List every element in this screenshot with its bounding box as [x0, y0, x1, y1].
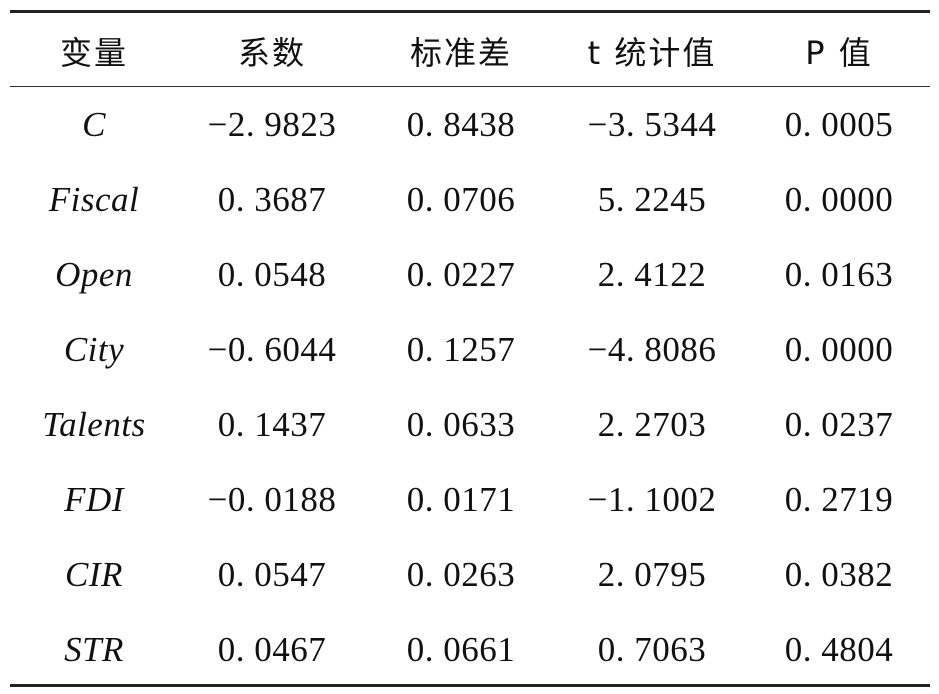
coefficient-cell: 0. 3687: [217, 179, 327, 219]
t-stat-cell: −3. 5344: [587, 104, 717, 144]
coefficient-cell: −0. 0188: [207, 479, 337, 519]
coefficient-cell: −2. 9823: [207, 104, 337, 144]
table-row: C −2. 9823 0. 8438 −3. 5344 0. 0005: [10, 87, 930, 162]
header-variable: 变量: [59, 33, 128, 72]
table-row: STR 0. 0467 0. 0661 0. 7063 0. 4804: [10, 612, 930, 687]
table-row: Fiscal 0. 3687 0. 0706 5. 2245 0. 0000: [10, 162, 930, 237]
variable-cell: Open: [55, 254, 133, 294]
p-value-cell: 0. 0382: [784, 554, 894, 594]
variable-cell: CIR: [65, 554, 123, 594]
p-value-cell: 0. 2719: [784, 479, 894, 519]
p-value-cell: 0. 4804: [784, 629, 894, 669]
t-stat-cell: −4. 8086: [587, 329, 717, 369]
p-value-cell: 0. 0005: [784, 104, 894, 144]
table-row: FDI −0. 0188 0. 0171 −1. 1002 0. 2719: [10, 462, 930, 537]
variable-cell: FDI: [64, 479, 124, 519]
header-p-value: P 值: [805, 33, 873, 72]
std-error-cell: 0. 0263: [406, 554, 516, 594]
coefficient-cell: 0. 0547: [217, 554, 327, 594]
table-row: Open 0. 0548 0. 0227 2. 4122 0. 0163: [10, 237, 930, 312]
table-bottom-rule: [10, 684, 930, 687]
coefficient-cell: 0. 0467: [217, 629, 327, 669]
variable-cell: City: [63, 329, 125, 369]
std-error-cell: 0. 0633: [406, 404, 516, 444]
table-header-rule: [10, 86, 930, 87]
std-error-cell: 0. 0227: [406, 254, 516, 294]
p-value-cell: 0. 0237: [784, 404, 894, 444]
variable-cell: STR: [64, 629, 124, 669]
t-stat-cell: 2. 4122: [597, 254, 707, 294]
variable-cell: C: [82, 104, 106, 144]
coefficient-cell: −0. 6044: [207, 329, 337, 369]
table-row: CIR 0. 0547 0. 0263 2. 0795 0. 0382: [10, 537, 930, 612]
table-header-row: 变量 系数 标准差 t 统计值 P 值: [10, 13, 930, 88]
t-stat-cell: −1. 1002: [587, 479, 717, 519]
table-row: Talents 0. 1437 0. 0633 2. 2703 0. 0237: [10, 387, 930, 462]
variable-cell: Talents: [42, 404, 146, 444]
std-error-cell: 0. 0706: [406, 179, 516, 219]
std-error-cell: 0. 1257: [406, 329, 516, 369]
header-std-error: 标准差: [409, 33, 512, 72]
header-coefficient: 系数: [237, 33, 306, 72]
std-error-cell: 0. 0171: [406, 479, 516, 519]
std-error-cell: 0. 0661: [406, 629, 516, 669]
p-value-cell: 0. 0000: [784, 329, 894, 369]
table-row: City −0. 6044 0. 1257 −4. 8086 0. 0000: [10, 312, 930, 387]
variable-cell: Fiscal: [48, 179, 140, 219]
header-t-stat: t 统计值: [587, 33, 717, 72]
t-stat-cell: 2. 2703: [597, 404, 707, 444]
std-error-cell: 0. 8438: [406, 104, 516, 144]
p-value-cell: 0. 0163: [784, 254, 894, 294]
t-stat-cell: 2. 0795: [597, 554, 707, 594]
coefficient-cell: 0. 1437: [217, 404, 327, 444]
table-top-rule: [10, 10, 930, 13]
coefficient-cell: 0. 0548: [217, 254, 327, 294]
t-stat-cell: 5. 2245: [597, 179, 707, 219]
t-stat-cell: 0. 7063: [597, 629, 707, 669]
p-value-cell: 0. 0000: [784, 179, 894, 219]
